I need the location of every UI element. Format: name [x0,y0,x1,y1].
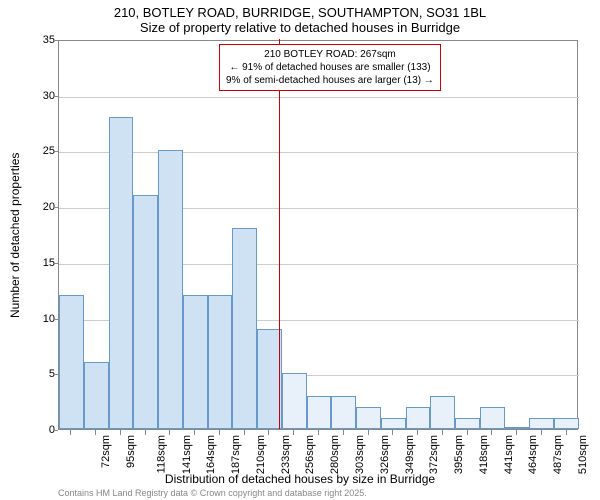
x-tick-label: 510sqm [577,435,589,474]
x-tick-label: 349sqm [404,435,416,474]
histogram-bar [109,117,134,429]
histogram-bar [430,396,455,429]
x-tick-mark [318,430,319,435]
x-tick-label: 372sqm [428,435,440,474]
x-tick-mark [417,430,418,435]
histogram-bar [505,427,530,429]
x-tick-mark [70,430,71,435]
annotation-line-1: 210 BOTLEY ROAD: 267sqm [226,48,434,61]
y-tick-mark [53,430,58,431]
x-tick-mark [194,430,195,435]
x-tick-mark [244,430,245,435]
x-tick-label: 418sqm [478,435,490,474]
x-tick-label: 118sqm [155,435,167,473]
x-tick-label: 210sqm [255,435,267,474]
annotation-line-2: ← 91% of detached houses are smaller (13… [226,61,434,74]
y-axis-label-text: Number of detached properties [8,152,22,317]
x-tick-label: 141sqm [181,435,193,474]
histogram-bar [529,418,554,429]
x-tick-label: 280sqm [329,435,341,474]
y-tick-mark [53,151,58,152]
x-tick-label: 464sqm [527,435,539,474]
x-tick-mark [293,430,294,435]
x-tick-mark [219,430,220,435]
x-tick-mark [392,430,393,435]
plot-area: 210 BOTLEY ROAD: 267sqm← 91% of detached… [58,40,578,430]
histogram-bar [455,418,480,429]
x-tick-label: 441sqm [503,435,515,474]
histogram-bar [84,362,109,429]
x-tick-mark [491,430,492,435]
x-tick-mark [516,430,517,435]
histogram-bar [554,418,579,429]
x-tick-label: 256sqm [305,435,317,474]
annotation-line-3: 9% of semi-detached houses are larger (1… [226,74,434,87]
y-tick-mark [53,319,58,320]
x-tick-mark [95,430,96,435]
x-tick-mark [120,430,121,435]
title-line-2: Size of property relative to detached ho… [0,20,600,35]
histogram-bar [381,418,406,429]
histogram-bar [406,407,431,429]
y-tick-mark [53,40,58,41]
y-tick-mark [53,374,58,375]
x-tick-label: 487sqm [552,435,564,474]
chart-titles: 210, BOTLEY ROAD, BURRIDGE, SOUTHAMPTON,… [0,0,600,35]
x-tick-label: 187sqm [230,435,242,474]
x-tick-mark [343,430,344,435]
x-tick-label: 326sqm [379,435,391,474]
histogram-bar [133,195,158,429]
y-axis-label: Number of detached properties [8,152,22,317]
x-tick-label: 303sqm [354,435,366,474]
x-tick-label: 233sqm [280,435,292,474]
y-tick-mark [53,96,58,97]
y-tick-mark [53,207,58,208]
histogram-bar [232,228,257,429]
x-tick-mark [467,430,468,435]
footer-line-1: Contains HM Land Registry data © Crown c… [58,488,367,498]
x-tick-mark [169,430,170,435]
histogram-bar [59,295,84,429]
x-tick-mark [268,430,269,435]
grid-line [59,152,579,153]
y-tick-mark [53,263,58,264]
histogram-bar [183,295,208,429]
histogram-bar [331,396,356,429]
x-tick-mark [541,430,542,435]
histogram-bar [158,150,183,429]
histogram-bar [480,407,505,429]
annotation-box: 210 BOTLEY ROAD: 267sqm← 91% of detached… [219,44,441,91]
x-tick-mark [566,430,567,435]
x-tick-mark [368,430,369,435]
title-line-1: 210, BOTLEY ROAD, BURRIDGE, SOUTHAMPTON,… [0,5,600,20]
x-tick-label: 395sqm [453,435,465,474]
histogram-bar [257,329,282,429]
x-tick-label: 164sqm [206,435,218,474]
histogram-chart: 210, BOTLEY ROAD, BURRIDGE, SOUTHAMPTON,… [0,0,600,500]
histogram-bar [356,407,381,429]
x-tick-label: 95sqm [125,435,137,468]
x-tick-label: 72sqm [100,435,112,468]
x-tick-mark [145,430,146,435]
x-tick-mark [442,430,443,435]
grid-line [59,97,579,98]
histogram-bar [208,295,233,429]
marker-line [279,39,280,429]
histogram-bar [282,373,307,429]
histogram-bar [307,396,332,429]
